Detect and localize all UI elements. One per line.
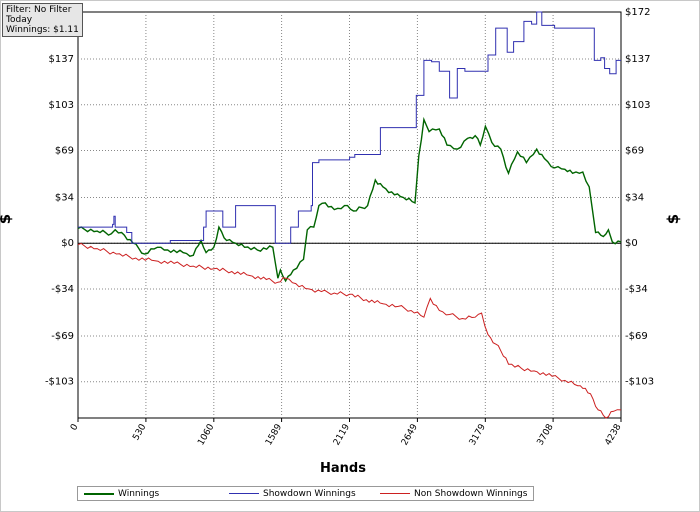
y-tick-label-right: -$69 [625, 331, 648, 342]
x-tick-label: 1060 [196, 422, 216, 447]
x-tick-label: 3708 [536, 422, 556, 447]
y-tick-label-right: $137 [625, 54, 650, 65]
series-line-winnings [77, 116, 622, 283]
y-tick-label-left: -$34 [51, 284, 74, 295]
y-tick-label-right: -$34 [625, 284, 648, 295]
y-tick-label-left: $103 [49, 100, 74, 111]
legend-label-showdown: Showdown Winnings [263, 488, 356, 499]
y-axis-label-left: $ [0, 214, 14, 224]
y-tick-label-left: -$69 [51, 331, 74, 342]
x-axis-label: Hands [320, 461, 366, 476]
info-box: Filter: No Filter Today Winnings: $1.11 [2, 3, 83, 37]
y-tick-label-left: $34 [55, 193, 74, 204]
filter-text: Filter: No Filter [6, 5, 72, 15]
x-tick-label: 530 [131, 422, 148, 442]
legend-item-winnings: Winnings [84, 488, 159, 499]
y-tick-label-right: -$103 [625, 377, 654, 388]
x-tick-label: 1589 [264, 422, 284, 447]
x-tick-label: 3179 [468, 422, 488, 447]
legend-item-showdown: Showdown Winnings [229, 488, 356, 499]
series-line-nonshowdown [77, 242, 622, 419]
legend: Winnings Showdown Winnings Non Showdown … [77, 486, 534, 501]
legend-swatch-winnings [84, 492, 114, 495]
y-axis-label-right: $ [664, 213, 683, 225]
y-tick-label-left: $69 [55, 145, 74, 156]
x-tick-label: 2119 [332, 422, 352, 447]
series-line-showdown [78, 11, 621, 244]
period-text: Today [6, 15, 33, 25]
x-tick-label: 2649 [400, 422, 420, 447]
legend-swatch-nonshowdown [380, 493, 410, 494]
x-tick-label: 4238 [603, 422, 623, 447]
winnings-text: Winnings: $1.11 [6, 25, 79, 35]
y-tick-label-left: -$103 [45, 377, 74, 388]
legend-label-winnings: Winnings [118, 488, 160, 499]
y-tick-label-right: $172 [625, 7, 650, 18]
legend-item-nonshowdown: Non Showdown Winnings [380, 488, 527, 499]
y-tick-label-left: $137 [49, 54, 74, 65]
y-tick-label-right: $69 [625, 145, 644, 156]
y-tick-label-right: $103 [625, 100, 650, 111]
y-tick-label-right: $0 [625, 238, 638, 249]
x-tick-label: 0 [69, 422, 81, 432]
legend-label-nonshowdown: Non Showdown Winnings [414, 488, 528, 499]
y-tick-label-left: $0 [61, 238, 74, 249]
legend-swatch-showdown [229, 493, 259, 494]
y-tick-label-right: $34 [625, 193, 644, 204]
